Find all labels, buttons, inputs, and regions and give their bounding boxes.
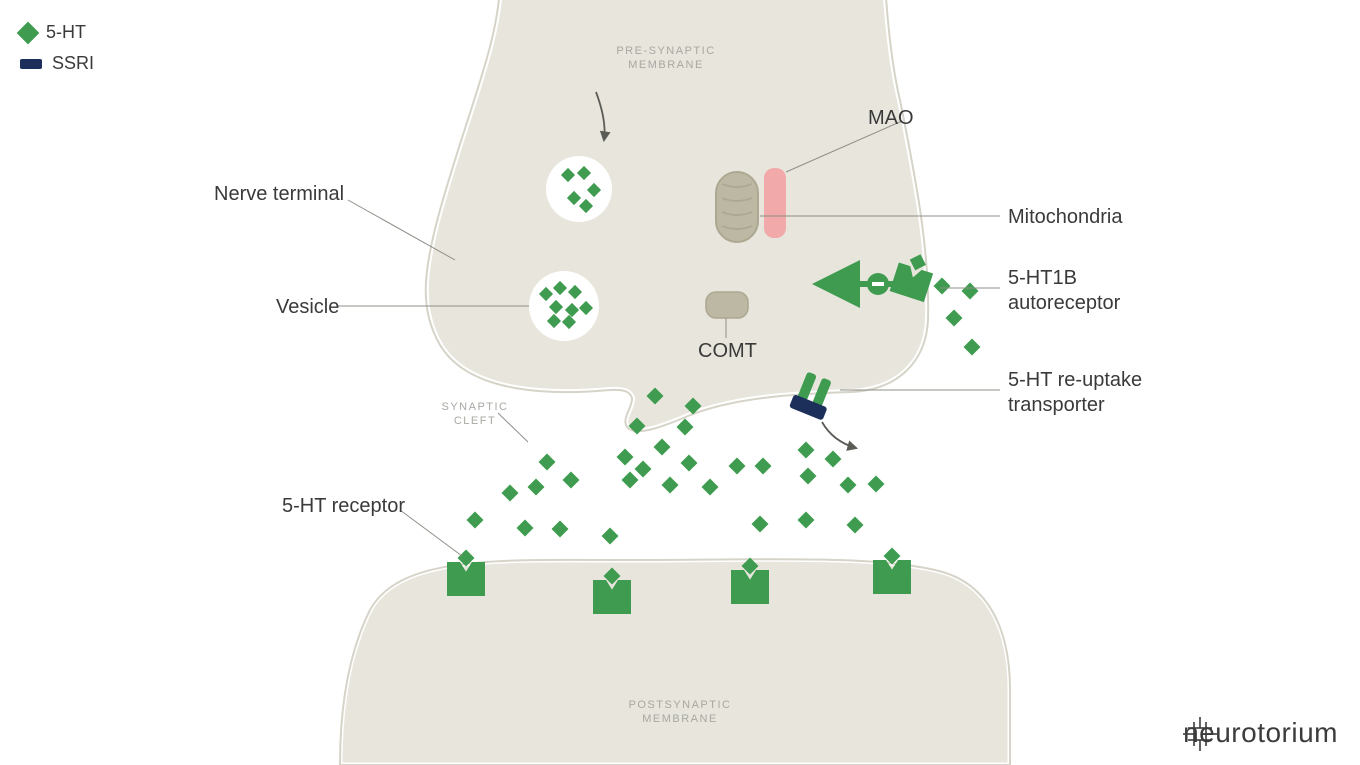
nerve-terminal-label: Nerve terminal: [214, 182, 344, 207]
postsynaptic-section-label: POSTSYNAPTIC MEMBRANE: [610, 698, 750, 727]
mao-label: MAO: [868, 106, 914, 131]
mitochondria-label: Mitochondria: [1008, 205, 1123, 230]
synaptic-cleft-label: SYNAPTIC CLEFT: [430, 400, 520, 429]
legend-label: 5-HT: [46, 22, 86, 43]
legend: 5-HT SSRI: [20, 22, 94, 84]
comt-label: COMT: [698, 339, 757, 364]
brand-logo: neurotorium: [1183, 717, 1338, 749]
legend-item-ssri: SSRI: [20, 53, 94, 74]
legend-label: SSRI: [52, 53, 94, 74]
legend-item-5ht: 5-HT: [20, 22, 94, 43]
receptor-label: 5-HT receptor: [282, 494, 405, 519]
autoreceptor-label: 5-HT1B autoreceptor: [1008, 266, 1120, 316]
diamond-icon: [17, 21, 40, 44]
brand-icon: [1183, 717, 1217, 751]
synapse-diagram: [0, 0, 1360, 765]
reuptake-label: 5-HT re-uptake transporter: [1008, 368, 1142, 418]
presynaptic-section-label: PRE-SYNAPTIC MEMBRANE: [606, 44, 726, 73]
vesicle-label: Vesicle: [276, 295, 339, 320]
rect-icon: [20, 59, 42, 69]
